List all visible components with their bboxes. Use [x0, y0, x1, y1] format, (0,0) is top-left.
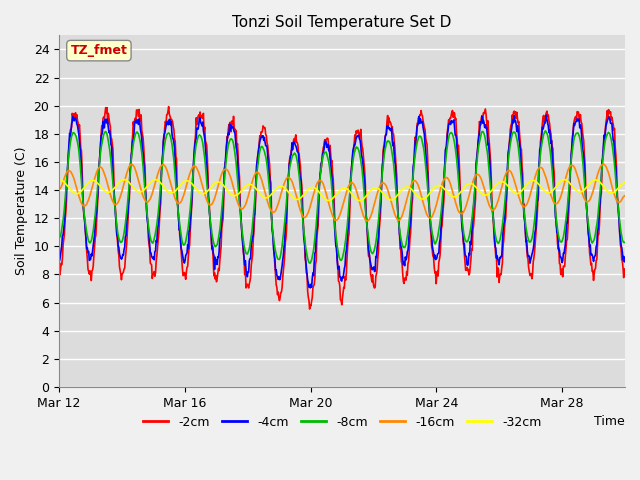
Y-axis label: Soil Temperature (C): Soil Temperature (C)	[15, 147, 28, 276]
Legend: -2cm, -4cm, -8cm, -16cm, -32cm: -2cm, -4cm, -8cm, -16cm, -32cm	[138, 410, 547, 433]
Title: Tonzi Soil Temperature Set D: Tonzi Soil Temperature Set D	[232, 15, 452, 30]
Text: TZ_fmet: TZ_fmet	[70, 44, 127, 57]
X-axis label: Time: Time	[595, 415, 625, 428]
